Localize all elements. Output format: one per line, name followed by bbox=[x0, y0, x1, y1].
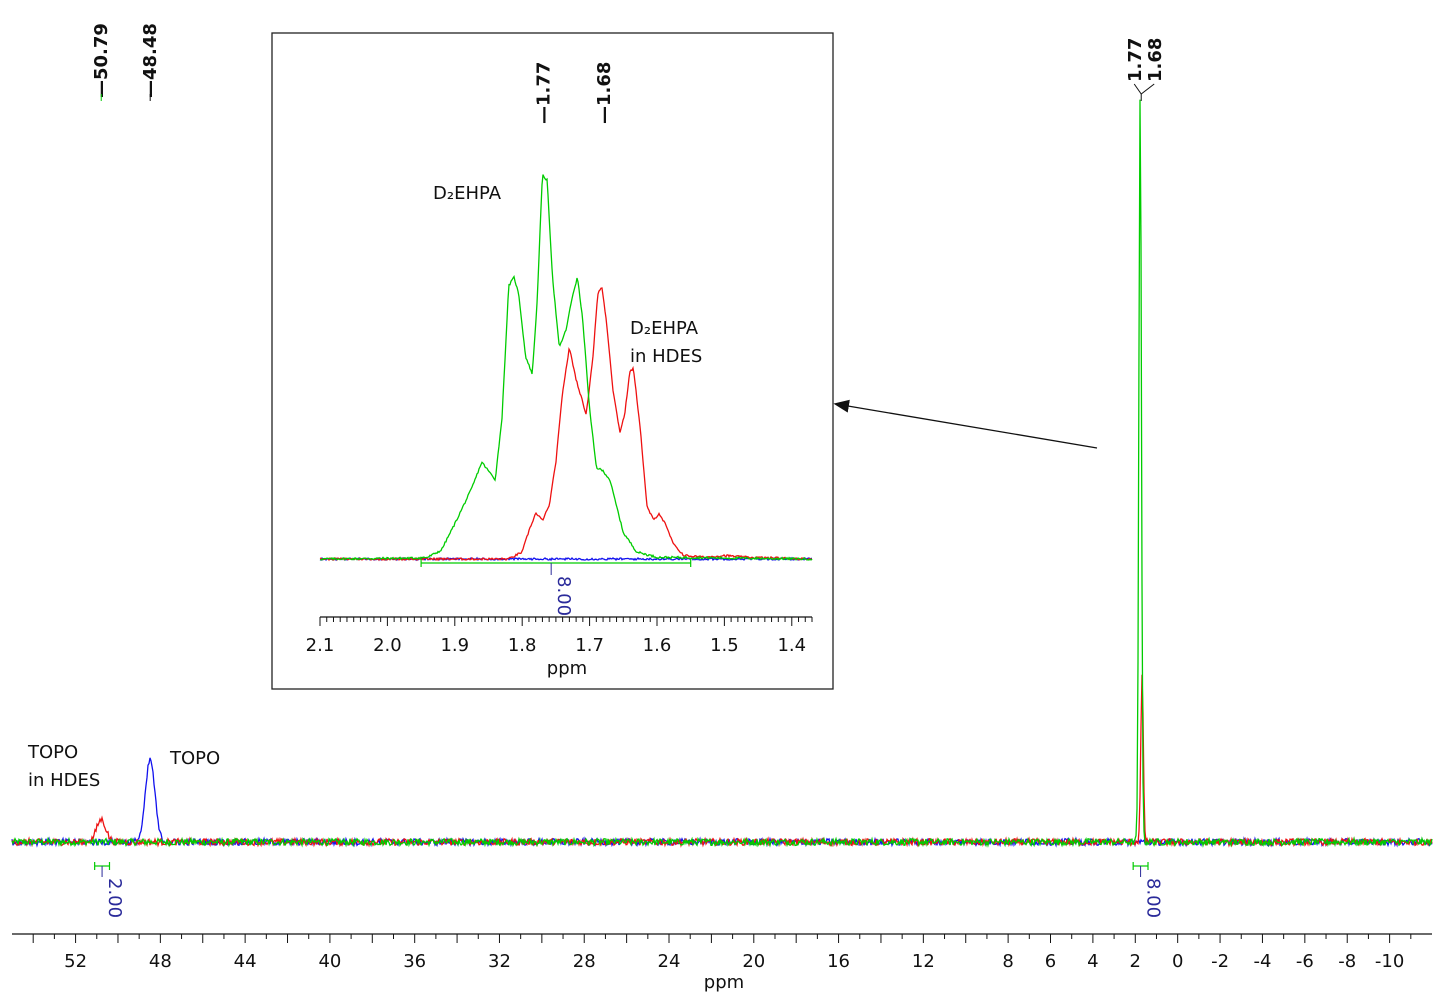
x-tick-label: 24 bbox=[658, 951, 681, 972]
peak-label-connector bbox=[1133, 83, 1142, 95]
inset-frame bbox=[271, 32, 834, 690]
x-axis-title: ppm bbox=[704, 972, 744, 993]
inset-series-green-line bbox=[319, 174, 813, 561]
peak-labels: —50.79 —48.48 1.77 1.68 bbox=[91, 23, 1166, 101]
x-tick-label: 8 bbox=[1002, 951, 1013, 972]
x-tick-label: 36 bbox=[403, 951, 426, 972]
x-tick-label: 40 bbox=[318, 951, 341, 972]
inset-x-tick-label: 1.5 bbox=[710, 635, 739, 656]
series-red-line bbox=[11, 674, 1433, 848]
x-tick-label: -4 bbox=[1253, 951, 1271, 972]
x-tick-label: 6 bbox=[1045, 951, 1056, 972]
peak-label: —48.48 bbox=[140, 23, 161, 98]
annotation-line: TOPO bbox=[169, 748, 220, 769]
annotation-line: in HDES bbox=[28, 770, 100, 791]
inset-peak-label: —1.77 bbox=[533, 62, 554, 124]
x-tick-label: 2 bbox=[1130, 951, 1141, 972]
main-spectrum: 52 48 44 40 36 32 28 24 20 16 12 8 6 4 2 0 -2 -4 -6 -8 -10 p… bbox=[11, 23, 1433, 993]
inset-series-red-line bbox=[319, 287, 813, 562]
series-green-line bbox=[11, 99, 1433, 848]
x-tick-label: 4 bbox=[1087, 951, 1098, 972]
x-axis: 52 48 44 40 36 32 28 24 20 16 12 8 6 4 2 0 -2 -4 -6 -8 -10 p… bbox=[12, 933, 1432, 993]
inset-x-tick-label: 1.8 bbox=[508, 635, 537, 656]
inset-x-axis: 2.1 2.0 1.9 1.8 1.7 1.6 1.5 1.4 ppm bbox=[306, 616, 813, 679]
x-tick-label: 16 bbox=[827, 951, 850, 972]
inset-x-tick-label: 2.0 bbox=[373, 635, 402, 656]
x-tick-label: 12 bbox=[912, 951, 935, 972]
inset-x-axis-title: ppm bbox=[547, 658, 587, 679]
integral-value: 8.00 bbox=[1143, 878, 1164, 918]
inset-integral-value: 8.00 bbox=[553, 576, 574, 616]
x-tick-label: 0 bbox=[1172, 951, 1183, 972]
inset-integrals: 8.00 bbox=[420, 559, 692, 616]
annotation-topo-in-hdes: TOPO in HDES bbox=[27, 742, 100, 791]
inset-x-tick-label: 1.6 bbox=[643, 635, 672, 656]
x-tick-label: 20 bbox=[742, 951, 765, 972]
inset-spectrum: 2.1 2.0 1.9 1.8 1.7 1.6 1.5 1.4 ppm —1.77 —1.68 … bbox=[271, 32, 834, 690]
annotation-line: D₂EHPA bbox=[630, 318, 699, 339]
inset-x-tick-label: 1.4 bbox=[777, 635, 806, 656]
annotation-line: in HDES bbox=[630, 346, 702, 367]
annotation-line: D₂EHPA bbox=[433, 183, 502, 204]
x-tick-label: -2 bbox=[1211, 951, 1229, 972]
x-tick-label: -10 bbox=[1375, 951, 1404, 972]
peak-label: 1.68 bbox=[1145, 38, 1166, 82]
series-blue-line bbox=[11, 757, 1433, 848]
integral-value: 2.00 bbox=[104, 878, 125, 918]
inset-peak-label: —1.68 bbox=[594, 62, 615, 124]
x-tick-label: 32 bbox=[488, 951, 511, 972]
inset-x-tick-label: 1.9 bbox=[440, 635, 469, 656]
x-tick-label: 44 bbox=[234, 951, 257, 972]
annotation-d2ehpa: D₂EHPA bbox=[433, 183, 502, 204]
annotation-d2ehpa-in-hdes: D₂EHPA in HDES bbox=[630, 318, 702, 367]
inset-x-tick-label: 1.7 bbox=[575, 635, 604, 656]
x-tick-label: -8 bbox=[1338, 951, 1356, 972]
annotation-topo: TOPO bbox=[169, 748, 220, 769]
x-tick-label: 28 bbox=[573, 951, 596, 972]
annotation-line: TOPO bbox=[27, 742, 78, 763]
integrals: 2.00 8.00 bbox=[94, 862, 1164, 918]
x-tick-label: 52 bbox=[64, 951, 87, 972]
inset-pointer-arrow bbox=[833, 399, 1098, 449]
x-tick-label: 48 bbox=[149, 951, 172, 972]
inset-peak-labels: —1.77 —1.68 bbox=[533, 62, 615, 124]
peak-label: 1.77 bbox=[1125, 38, 1146, 82]
peak-label-connector bbox=[1140, 83, 1155, 95]
inset-x-tick-label: 2.1 bbox=[306, 635, 335, 656]
x-tick-label: -6 bbox=[1296, 951, 1314, 972]
peak-label: —50.79 bbox=[91, 23, 112, 98]
